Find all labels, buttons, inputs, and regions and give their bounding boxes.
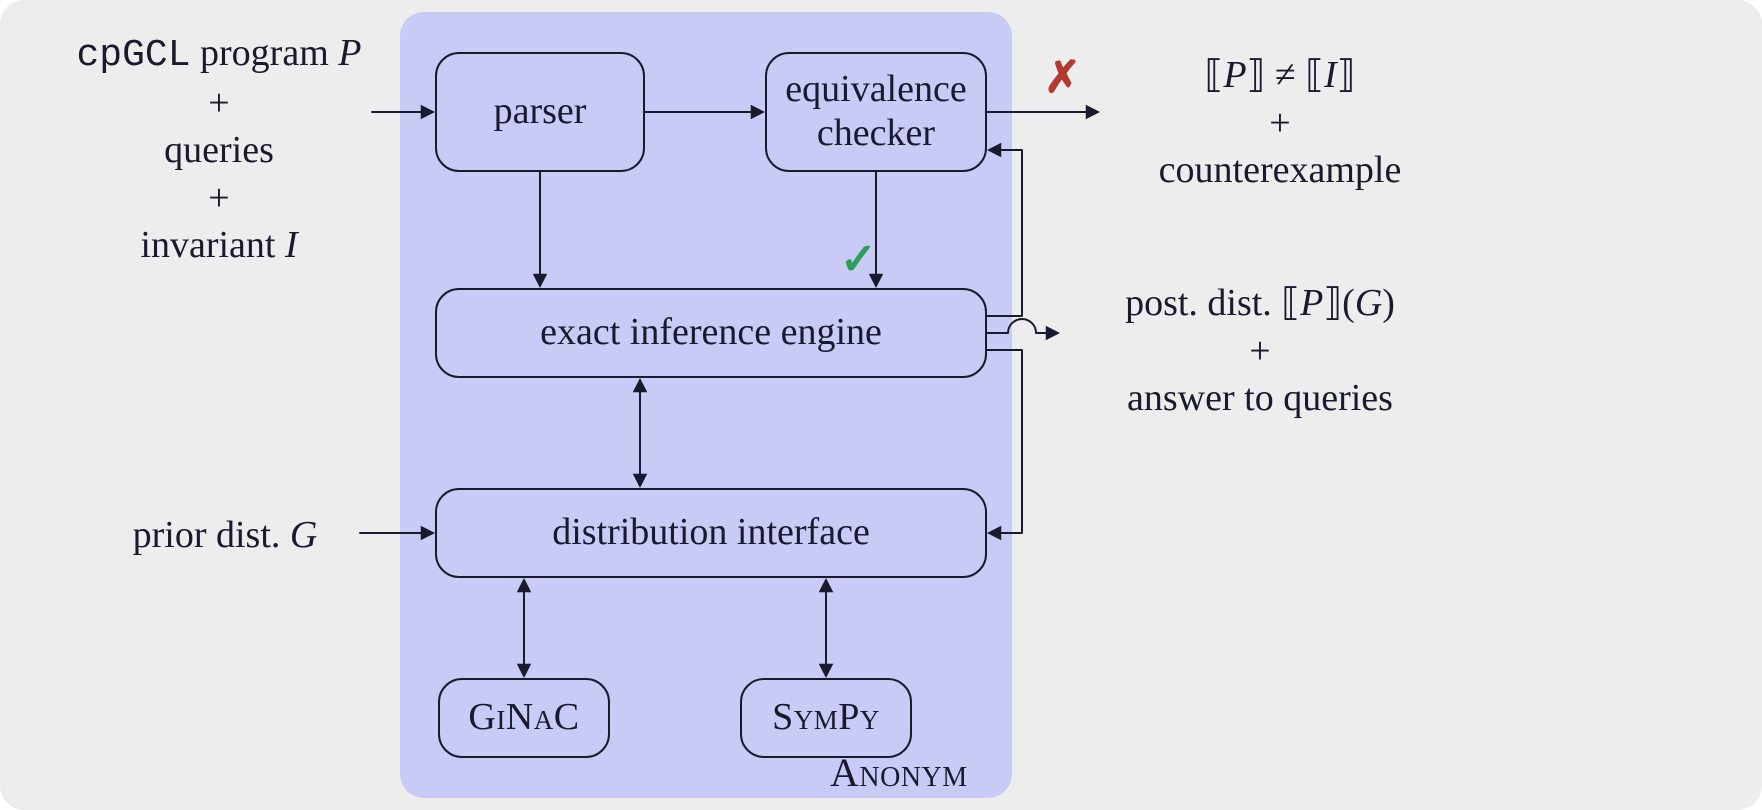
node-checker: equivalencechecker: [765, 52, 987, 172]
check-icon: ✓: [840, 232, 877, 287]
cross-icon: ✗: [1044, 50, 1081, 105]
node-distif: distribution interface: [435, 488, 987, 578]
node-sympy: SymPy: [740, 678, 912, 758]
node-ginac-label: GiNaC: [468, 696, 579, 740]
output-mid-label: post. dist. ⟦P⟧(G)+answer to queries: [1050, 280, 1470, 423]
node-engine: exact inference engine: [435, 288, 987, 378]
node-parser: parser: [435, 52, 645, 172]
anonym-label: Anonym: [830, 748, 968, 798]
node-ginac: GiNaC: [438, 678, 610, 758]
node-sympy-label: SymPy: [772, 696, 880, 740]
prior-label: prior dist. G: [100, 512, 350, 560]
node-engine-label: exact inference engine: [540, 311, 882, 355]
node-distif-label: distribution interface: [552, 511, 870, 555]
input-label: cpGCL program P+queries+invariant I: [54, 30, 384, 270]
output-top-label: ⟦P⟧ ≠ ⟦I⟧+counterexample: [1110, 52, 1450, 195]
node-checker-label: equivalencechecker: [785, 68, 966, 155]
node-parser-label: parser: [494, 90, 587, 134]
